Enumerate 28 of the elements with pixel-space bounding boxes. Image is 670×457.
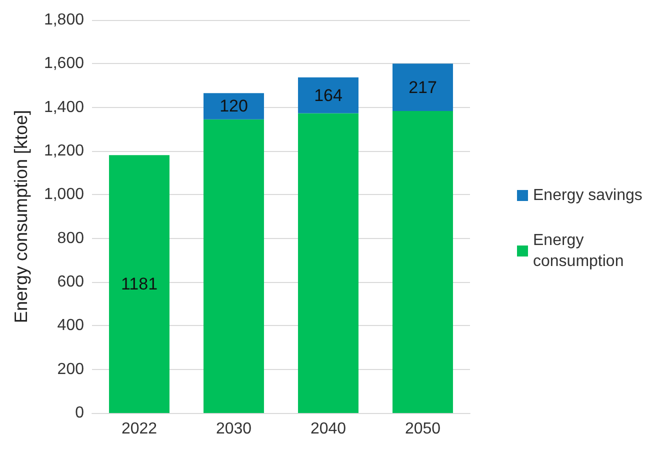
y-tick-label: 1,200 bbox=[44, 142, 84, 160]
y-tick-label: 400 bbox=[57, 317, 84, 334]
x-tick-label: 2040 bbox=[310, 420, 346, 438]
data-label: 164 bbox=[314, 86, 342, 105]
data-label: 1181 bbox=[120, 274, 158, 294]
bar bbox=[204, 93, 264, 120]
bar bbox=[392, 64, 453, 112]
y-tick-label: 1,600 bbox=[44, 55, 84, 72]
y-tick-label: 800 bbox=[57, 230, 84, 247]
bar bbox=[392, 111, 453, 413]
y-axis-title: Energy consumption [ktoe] bbox=[11, 110, 31, 324]
data-label: 217 bbox=[408, 78, 437, 97]
y-tick-label: 1,000 bbox=[44, 186, 84, 204]
bar bbox=[298, 77, 358, 114]
bar bbox=[298, 113, 358, 413]
x-tick-label: 2030 bbox=[216, 420, 252, 438]
y-tick-label: 1,400 bbox=[44, 98, 84, 116]
legend-label: Energy savings bbox=[533, 187, 642, 204]
data-label: 120 bbox=[220, 96, 248, 116]
y-tick-label: 0 bbox=[75, 404, 84, 422]
x-tick-label: 2022 bbox=[121, 420, 158, 438]
bar bbox=[109, 155, 170, 413]
x-tick-label: 2050 bbox=[404, 420, 441, 438]
bar bbox=[204, 119, 264, 413]
y-tick-label: 600 bbox=[57, 274, 84, 290]
y-tick-label: 1,800 bbox=[44, 12, 84, 28]
legend-label: Energy consumption bbox=[533, 232, 624, 270]
y-tick-label: 200 bbox=[57, 360, 84, 378]
